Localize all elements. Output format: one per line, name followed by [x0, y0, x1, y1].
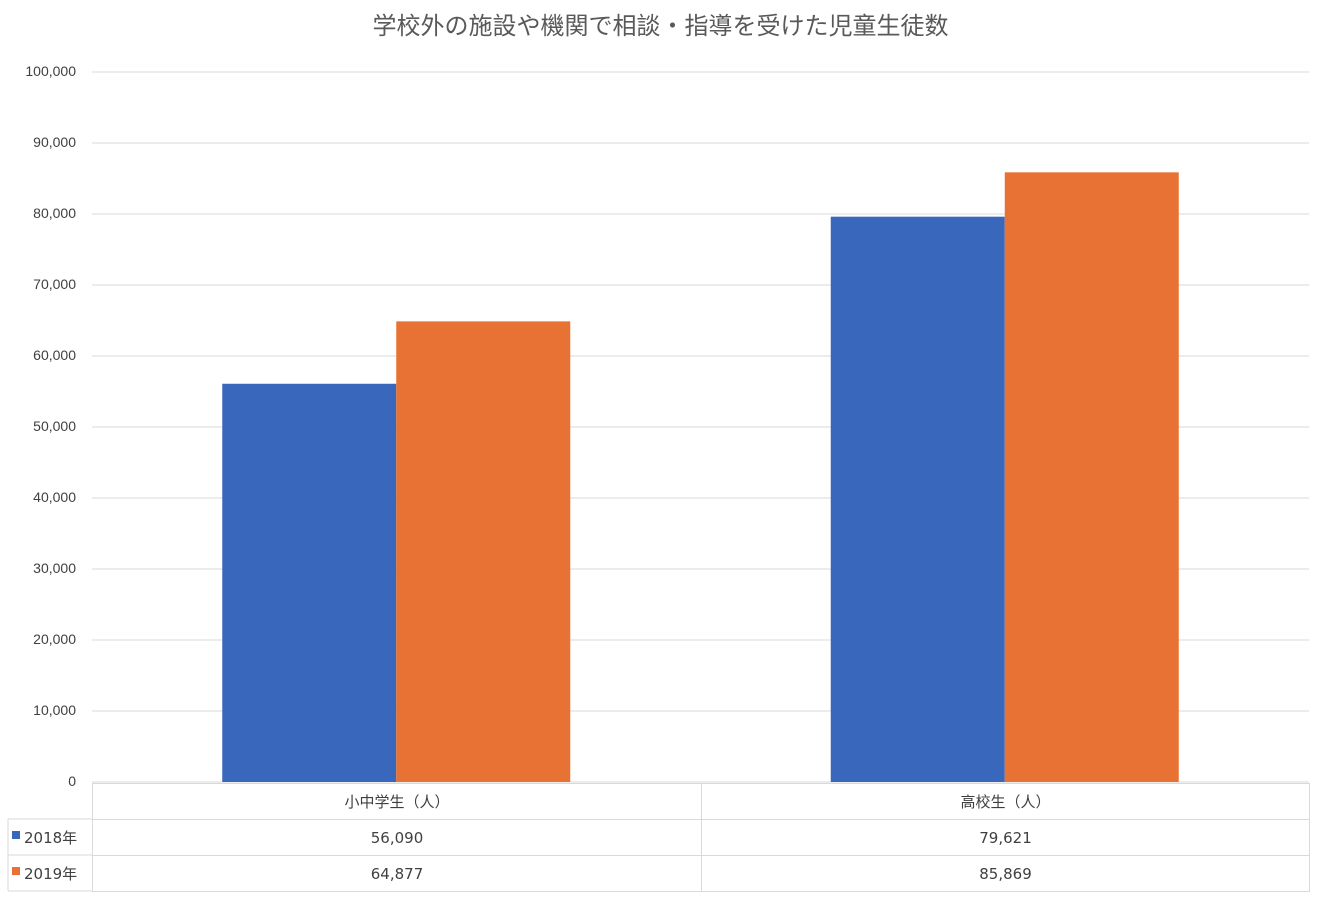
bar-2019年-1 — [1004, 172, 1179, 783]
table-header-row: 小中学生（人） 高校生（人） — [92, 783, 1310, 820]
bars — [222, 172, 1179, 783]
table-row-2019: 64,877 85,869 — [92, 855, 1310, 892]
category-label-0: 小中学生（人） — [92, 783, 702, 820]
y-tick-label: 0 — [68, 773, 76, 789]
y-tick-label: 40,000 — [33, 489, 76, 505]
y-tick-label: 20,000 — [33, 631, 76, 647]
value-2019-0: 64,877 — [92, 855, 702, 892]
bar-2018年-0 — [222, 383, 397, 782]
data-table: 小中学生（人） 高校生（人） 56,090 79,621 64,877 85,8… — [92, 783, 1310, 892]
legend-swatch-2018 — [12, 831, 20, 839]
y-tick-label: 10,000 — [33, 702, 76, 718]
legend-label-2018: 2018年 — [24, 829, 78, 847]
y-tick-label: 80,000 — [33, 205, 76, 221]
value-2019-1: 85,869 — [701, 855, 1310, 892]
legend-swatch-2019 — [12, 867, 20, 875]
y-tick-label: 60,000 — [33, 347, 76, 363]
legend-label-2019: 2019年 — [24, 865, 78, 883]
category-label-1: 高校生（人） — [701, 783, 1310, 820]
chart-title: 学校外の施設や機関で相談・指導を受けた児童生徒数 — [372, 12, 949, 40]
y-tick-label: 100,000 — [25, 63, 76, 79]
legend-item-2018: 2018年 — [12, 827, 77, 848]
y-tick-label: 50,000 — [33, 418, 76, 434]
bar-2019年-0 — [396, 321, 571, 782]
value-2018-1: 79,621 — [701, 819, 1310, 856]
value-2018-0: 56,090 — [92, 819, 702, 856]
table-row-2018: 56,090 79,621 — [92, 819, 1310, 856]
y-tick-label: 30,000 — [33, 560, 76, 576]
y-tick-label: 90,000 — [33, 134, 76, 150]
bar-2018年-1 — [830, 216, 1005, 782]
y-tick-label: 70,000 — [33, 276, 76, 292]
legend-item-2019: 2019年 — [12, 863, 77, 884]
